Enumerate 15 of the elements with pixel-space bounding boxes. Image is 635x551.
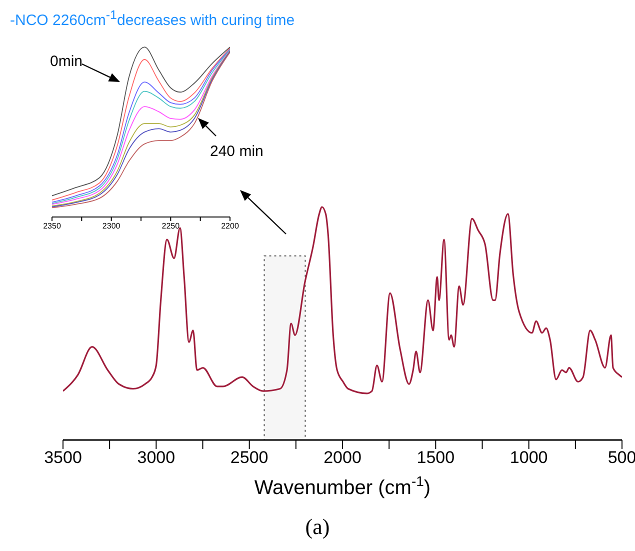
chart-title: -NCO 2260cm$^{-1}$decreases with curing time	[10, 8, 295, 29]
x-tick-label: 1000	[510, 448, 548, 468]
x-tick-label: 3000	[137, 448, 176, 468]
annotation: 240 min	[210, 143, 264, 160]
x-tick-label: 2300	[102, 222, 121, 231]
x-tick-label: 2000	[324, 448, 362, 468]
x-tick-label: 2250	[162, 222, 180, 231]
x-tick-label: 2200	[221, 222, 240, 231]
x-tick-label: 2350	[43, 222, 62, 231]
text: (a)	[304, 514, 331, 540]
x-tick-label: 2500	[230, 448, 268, 468]
x-tick-label: 1500	[416, 448, 455, 468]
x-tick-label: 3500	[44, 448, 82, 468]
annotation: 0min	[50, 53, 83, 70]
x-axis-title: Wavenumber (cm$^{-1}$)	[254, 473, 431, 499]
